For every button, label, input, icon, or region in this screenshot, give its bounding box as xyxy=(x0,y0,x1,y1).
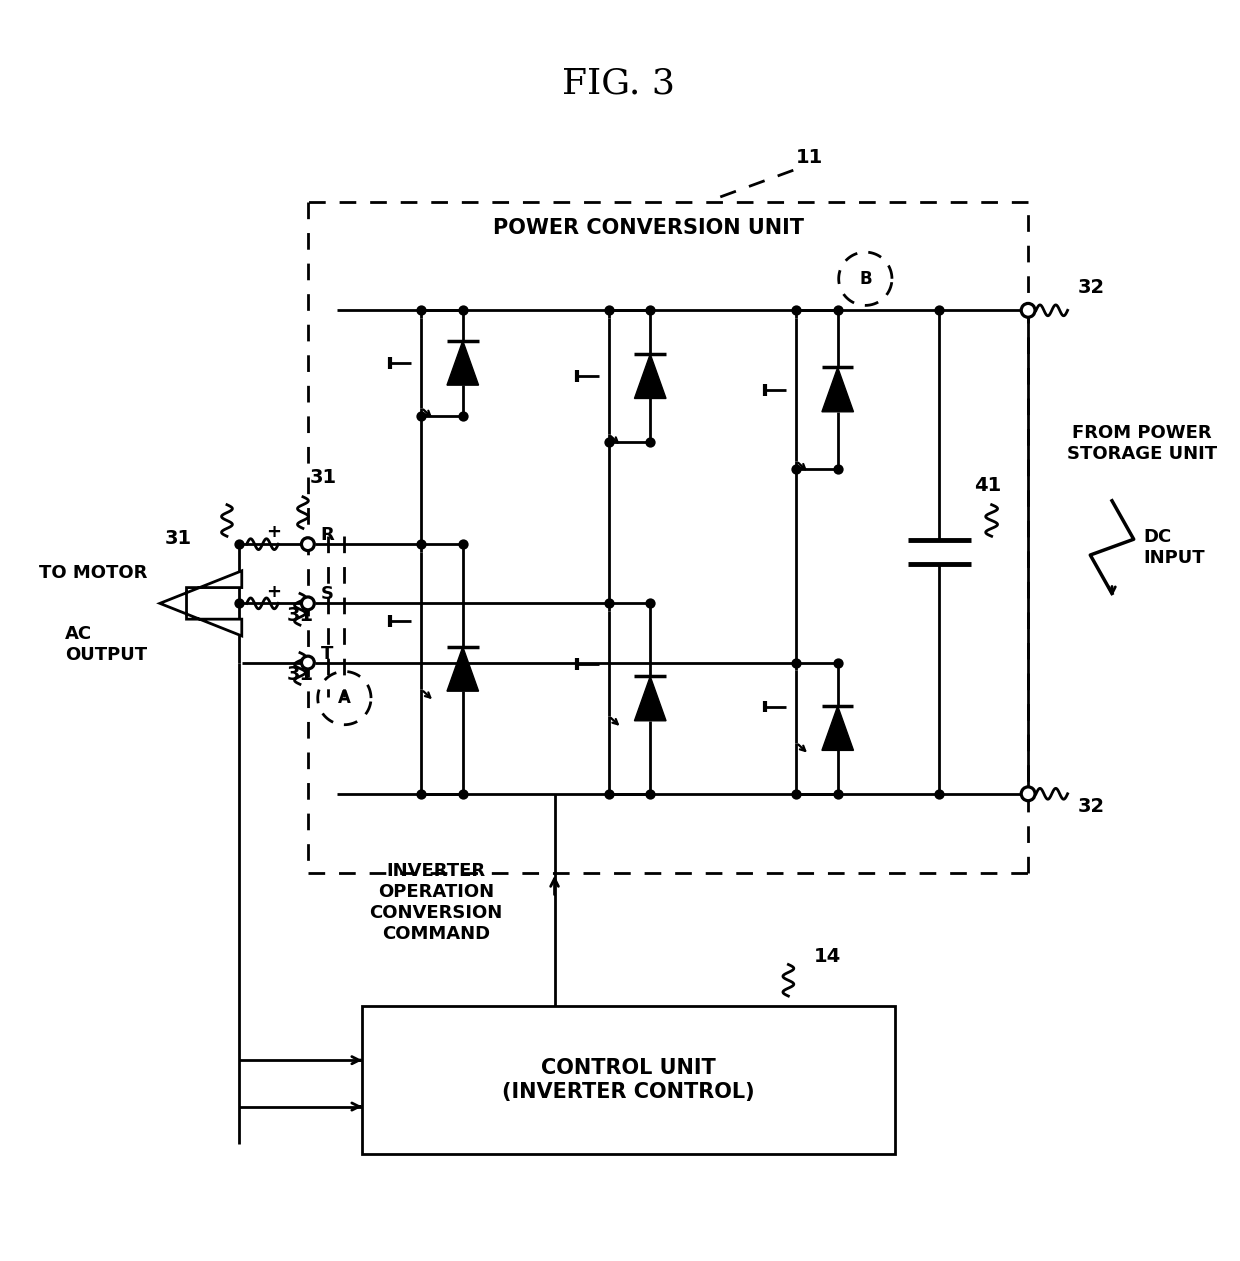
Text: TO MOTOR: TO MOTOR xyxy=(38,564,148,581)
Text: 41: 41 xyxy=(973,475,1001,494)
Text: R: R xyxy=(321,526,335,545)
Polygon shape xyxy=(160,571,242,636)
Text: DC
INPUT: DC INPUT xyxy=(1143,527,1205,566)
Point xyxy=(412,535,432,555)
Point xyxy=(599,593,619,613)
Point xyxy=(930,300,950,320)
Point xyxy=(828,652,848,672)
Point xyxy=(786,783,806,803)
Point xyxy=(412,406,432,426)
FancyBboxPatch shape xyxy=(362,1006,895,1154)
Point xyxy=(786,300,806,320)
Circle shape xyxy=(1022,787,1035,801)
Circle shape xyxy=(301,656,314,670)
Polygon shape xyxy=(822,706,853,750)
Text: 32: 32 xyxy=(1078,277,1105,296)
Text: FIG. 3: FIG. 3 xyxy=(562,67,675,101)
Point xyxy=(229,535,249,555)
Polygon shape xyxy=(446,340,479,385)
Text: 11: 11 xyxy=(796,148,823,166)
Point xyxy=(640,300,660,320)
Point xyxy=(599,783,619,803)
Text: +: + xyxy=(265,583,280,600)
Text: POWER CONVERSION UNIT: POWER CONVERSION UNIT xyxy=(492,218,804,238)
Text: INVERTER
OPERATION
CONVERSION
COMMAND: INVERTER OPERATION CONVERSION COMMAND xyxy=(370,863,502,942)
Point xyxy=(412,300,432,320)
Point xyxy=(640,433,660,453)
Polygon shape xyxy=(446,647,479,691)
Circle shape xyxy=(301,537,314,551)
Text: A: A xyxy=(339,689,351,707)
Text: 31: 31 xyxy=(165,530,191,549)
Point xyxy=(640,783,660,803)
Circle shape xyxy=(301,596,314,610)
Point xyxy=(930,783,950,803)
Polygon shape xyxy=(822,367,853,412)
Text: 31: 31 xyxy=(310,468,337,487)
Text: CONTROL UNIT
(INVERTER CONTROL): CONTROL UNIT (INVERTER CONTROL) xyxy=(502,1058,755,1102)
Text: 32: 32 xyxy=(1078,797,1105,816)
Point xyxy=(453,406,472,426)
Point xyxy=(828,459,848,479)
Point xyxy=(453,535,472,555)
Circle shape xyxy=(1022,304,1035,318)
Text: AC
OUTPUT: AC OUTPUT xyxy=(64,625,148,663)
Point xyxy=(599,300,619,320)
Text: 31: 31 xyxy=(286,607,314,625)
Point xyxy=(229,593,249,613)
Point xyxy=(786,652,806,672)
Text: +: + xyxy=(265,523,280,541)
Point xyxy=(786,459,806,479)
Point xyxy=(453,783,472,803)
Text: T: T xyxy=(321,644,334,663)
Text: 31: 31 xyxy=(286,666,314,685)
Point xyxy=(828,300,848,320)
Text: FROM POWER
STORAGE UNIT: FROM POWER STORAGE UNIT xyxy=(1066,424,1216,463)
Point xyxy=(828,783,848,803)
Text: S: S xyxy=(321,585,334,604)
Point xyxy=(453,300,472,320)
Point xyxy=(599,433,619,453)
Point xyxy=(640,593,660,613)
Polygon shape xyxy=(635,354,666,398)
Point xyxy=(412,783,432,803)
Text: B: B xyxy=(859,270,872,288)
Text: 14: 14 xyxy=(813,947,841,966)
Polygon shape xyxy=(635,676,666,721)
